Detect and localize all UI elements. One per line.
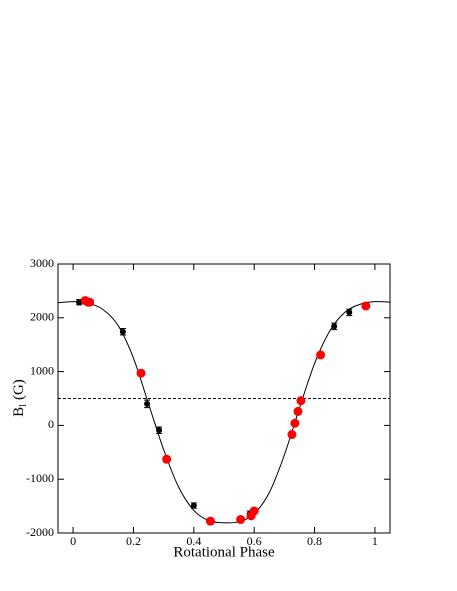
data-point bbox=[331, 323, 338, 330]
y-tick-label: 3000 bbox=[30, 256, 54, 270]
x-tick-label: 1 bbox=[372, 534, 378, 548]
x-tick-label: 0 bbox=[70, 534, 76, 548]
data-point bbox=[144, 400, 151, 407]
y-label-sub: l bbox=[18, 404, 29, 407]
y-tick-label: -1000 bbox=[26, 471, 54, 485]
data-point bbox=[76, 299, 83, 306]
y-label-unit: (G) bbox=[11, 379, 27, 400]
data-point bbox=[249, 506, 259, 516]
data-point bbox=[296, 396, 306, 406]
data-point bbox=[346, 309, 353, 316]
data-point bbox=[85, 297, 95, 307]
x-tick-label: 0.6 bbox=[247, 534, 262, 548]
data-point bbox=[293, 406, 303, 416]
data-point bbox=[205, 516, 215, 526]
data-point bbox=[156, 427, 163, 434]
y-tick-label: 1000 bbox=[30, 363, 54, 377]
fit-curve bbox=[57, 301, 391, 524]
y-tick-label: -2000 bbox=[26, 525, 54, 539]
x-tick-label: 0.2 bbox=[126, 534, 141, 548]
y-tick-label: 0 bbox=[48, 417, 54, 431]
x-tick-label: 0.8 bbox=[307, 534, 322, 548]
data-point bbox=[136, 368, 146, 378]
y-axis-label: Bl (G) bbox=[11, 379, 29, 417]
data-point bbox=[236, 515, 246, 525]
data-point bbox=[119, 328, 126, 335]
data-point bbox=[316, 350, 326, 360]
x-tick-label: 0.4 bbox=[186, 534, 201, 548]
y-label-main: B bbox=[11, 407, 27, 417]
data-point bbox=[162, 454, 172, 464]
y-tick-label: 2000 bbox=[30, 310, 54, 324]
data-point bbox=[190, 502, 197, 509]
data-point bbox=[287, 430, 297, 440]
data-point bbox=[361, 301, 371, 311]
x-axis-label: Rotational Phase bbox=[173, 544, 275, 560]
data-point bbox=[290, 418, 300, 428]
